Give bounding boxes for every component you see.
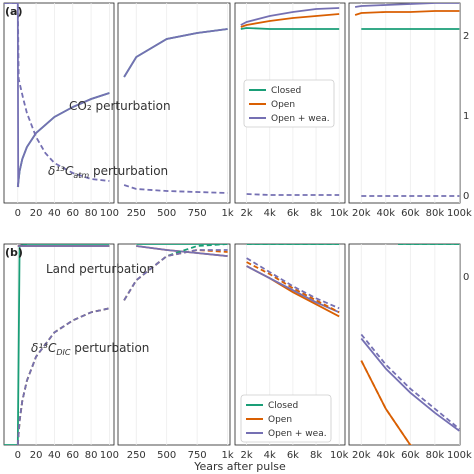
panel-0-x-tick-label: 20k bbox=[352, 208, 371, 219]
series-line--13c-dic-open bbox=[246, 261, 340, 314]
panel-0-x-tick-label: 0 bbox=[15, 208, 21, 219]
series-line-open-wea- bbox=[123, 28, 228, 78]
panel-1-x-tick-label: 20 bbox=[30, 450, 43, 461]
panel-0-x-tick-label: 6k bbox=[287, 208, 299, 219]
legend-entry: Closed bbox=[268, 401, 298, 411]
series-line-open bbox=[240, 13, 340, 28]
panel-1-x-tick-label: 2k bbox=[241, 450, 253, 461]
series-line--13c-dic-open bbox=[360, 360, 413, 445]
series-line-open-wea- bbox=[240, 7, 340, 26]
panel-b: 0 20 40 60 80 100 250 500 750 1k 2k 4k 6k 8k 10k 20k 40k… bbox=[3, 243, 472, 461]
legend-entry: Open + wea. bbox=[268, 429, 327, 439]
panel-0-x-tick-label: 100 bbox=[100, 208, 119, 219]
panel-1-x-tick-label: 750 bbox=[188, 450, 207, 461]
panel-1-x-tick-label: 0 bbox=[15, 450, 21, 461]
panel-0-x-tick-label: 40 bbox=[48, 208, 61, 219]
d13c-atm-annotation: δ¹³Catm perturbation bbox=[48, 164, 168, 180]
legend-entry: Open + wea. bbox=[271, 114, 330, 124]
panel-1-x-tick-label: 10k bbox=[330, 450, 349, 461]
legend-entry: Closed bbox=[271, 86, 301, 96]
panel-0-x-tick-label: 750 bbox=[188, 208, 207, 219]
panel-0-segment-3-frame bbox=[348, 2, 461, 204]
series-line--13c-atm bbox=[123, 184, 228, 194]
legend-entry: Open bbox=[271, 100, 295, 110]
series-line-open bbox=[354, 10, 460, 16]
panel-1-x-tick-label: 100 bbox=[100, 450, 119, 461]
panel-label: (b) bbox=[5, 246, 23, 259]
panel-0-x-tick-label: 40k bbox=[377, 208, 396, 219]
legend-box bbox=[243, 79, 335, 128]
panel-1-segment-3-frame bbox=[348, 243, 461, 446]
panel-a: 0 20 40 60 80 100 250 500 750 1k 2k 4k 6k 8k 10k 20k 40k… bbox=[3, 2, 472, 219]
d13c-dic-annotation: δ¹³CDIC perturbation bbox=[31, 341, 149, 357]
panel-1-x-tick-label: 20k bbox=[352, 450, 371, 461]
panel-0-x-tick-label: 2k bbox=[241, 208, 253, 219]
panel-1-x-tick-label: 250 bbox=[127, 450, 146, 461]
series-line-open-wea- bbox=[246, 265, 340, 314]
series-line-open-wea-perturbation bbox=[4, 3, 20, 188]
panel-0-segment-0-frame bbox=[3, 2, 115, 204]
panel-0-segment-1-frame bbox=[117, 2, 231, 204]
panel-1-x-tick-label: 60 bbox=[66, 450, 79, 461]
panel-0-x-tick-label: 8k bbox=[310, 208, 322, 219]
panel-1-x-tick-label: 100k bbox=[447, 450, 472, 461]
panel-0-x-tick-label: 20 bbox=[30, 208, 43, 219]
panel-0-x-tick-label: 500 bbox=[157, 208, 176, 219]
panel-1-segment-1-frame bbox=[117, 243, 231, 446]
panel-0-x-tick-label: 80k bbox=[426, 208, 445, 219]
series-line--13c-dic-open-wea- bbox=[16, 307, 110, 445]
panel-0-x-tick-label: 250 bbox=[127, 208, 146, 219]
series-line-open-wea- bbox=[136, 245, 228, 257]
series-line-closed bbox=[240, 27, 340, 30]
panel-1-x-tick-label: 80k bbox=[426, 450, 445, 461]
co2-annotation: CO₂ perturbation bbox=[69, 99, 171, 113]
legend-entry: Open bbox=[268, 415, 292, 425]
panel-0-right-tick-label: 1 bbox=[463, 111, 469, 122]
series-line--13c-dic-closed bbox=[123, 244, 228, 301]
panel-1-segment-0-frame bbox=[3, 243, 115, 446]
panel-1-x-tick-label: 40 bbox=[48, 450, 61, 461]
panel-0-x-tick-label: 60k bbox=[401, 208, 420, 219]
legend-box bbox=[240, 394, 332, 443]
panel-1-x-tick-label: 60k bbox=[401, 450, 420, 461]
panel-0-x-tick-label: 4k bbox=[264, 208, 276, 219]
panel-1-x-tick-label: 4k bbox=[264, 450, 276, 461]
land-annotation: Land perturbation bbox=[46, 262, 154, 276]
x-axis-label: Years after pulse bbox=[193, 460, 286, 473]
panel-label: (a) bbox=[5, 5, 22, 18]
series-line-open-wea- bbox=[360, 337, 460, 432]
panel-0-x-tick-label: 100k bbox=[447, 208, 472, 219]
panel-1-x-tick-label: 1k bbox=[221, 450, 233, 461]
panel-0-x-tick-label: 80 bbox=[85, 208, 98, 219]
series-line--13c-atm bbox=[4, 3, 110, 182]
panel-1-x-tick-label: 80 bbox=[85, 450, 98, 461]
series-line--13c-dic-open-wea- bbox=[360, 333, 460, 430]
panel-1-x-tick-label: 500 bbox=[157, 450, 176, 461]
panel-0-right-tick-label: 2 bbox=[463, 31, 469, 42]
series-line-open-wea- bbox=[354, 3, 460, 8]
panel-0-right-tick-label: 0 bbox=[463, 191, 469, 202]
series-line--13c-dic-open-wea- bbox=[246, 257, 340, 310]
panel-0-x-tick-label: 60 bbox=[66, 208, 79, 219]
panel-1-x-tick-label: 8k bbox=[310, 450, 322, 461]
panel-1-right-tick-label: 0 bbox=[463, 272, 469, 283]
panel-0-x-tick-label: 10k bbox=[330, 208, 349, 219]
series-line-open-wea- bbox=[16, 92, 110, 188]
panel-1-x-tick-label: 40k bbox=[377, 450, 396, 461]
panel-0-x-tick-label: 1k bbox=[221, 208, 233, 219]
panel-1-x-tick-label: 6k bbox=[287, 450, 299, 461]
